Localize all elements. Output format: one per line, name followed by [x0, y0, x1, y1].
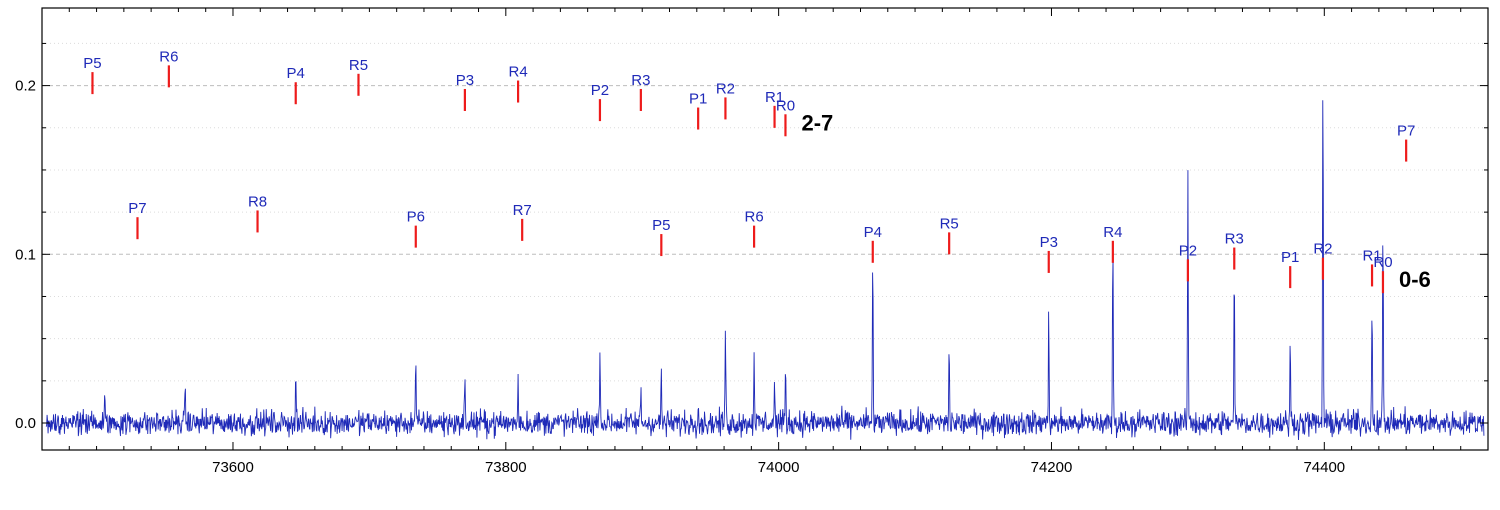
line-label: R3 [631, 72, 650, 89]
line-label: P1 [689, 91, 707, 108]
line-label: R1 [765, 89, 784, 106]
line-label: R5 [940, 215, 959, 232]
spectrum-trace [45, 100, 1485, 441]
band-label: 2-7 [801, 110, 833, 135]
line-label: R0 [1373, 254, 1392, 271]
x-tick-label: 74200 [1031, 459, 1073, 476]
x-tick-label: 74400 [1303, 459, 1345, 476]
y-tick-label: 0.0 [15, 415, 36, 432]
line-label: P2 [1179, 242, 1197, 259]
line-label: P1 [1281, 249, 1299, 266]
line-label: P3 [1040, 234, 1058, 251]
band-label: 0-6 [1399, 267, 1431, 292]
line-label: R7 [513, 202, 532, 219]
line-label: R6 [744, 209, 763, 226]
x-tick-label: 73800 [485, 459, 527, 476]
line-label: R4 [508, 64, 527, 81]
line-label: P7 [128, 200, 146, 217]
line-label: R3 [1225, 231, 1244, 248]
x-tick-label: 73600 [212, 459, 254, 476]
line-label: R6 [159, 48, 178, 65]
grid-lines [42, 42, 1488, 382]
line-label: R2 [716, 80, 735, 97]
spectrum-trace-group [45, 100, 1485, 441]
line-label: R1 [1362, 247, 1381, 264]
line-label: R0 [776, 97, 795, 114]
line-label: P6 [407, 209, 425, 226]
y-tick-label: 0.2 [15, 78, 36, 95]
line-label: P7 [1397, 123, 1415, 140]
x-tick-label: 74000 [758, 459, 800, 476]
line-label: R5 [349, 57, 368, 74]
line-label: R8 [248, 193, 267, 210]
line-label: R2 [1313, 241, 1332, 258]
line-label: P2 [591, 82, 609, 99]
line-label: R4 [1103, 224, 1122, 241]
plot-frame [41, 7, 1489, 451]
line-label: P3 [456, 72, 474, 89]
line-label: P4 [287, 65, 305, 82]
line-label: P5 [652, 217, 670, 234]
axes: 73600 73800 74000 74200 74400 0.0 0.1 0.2 [15, 7, 1489, 476]
y-tick-label: 0.1 [15, 246, 36, 263]
line-label: P4 [864, 224, 882, 241]
line-label: P5 [83, 55, 101, 72]
